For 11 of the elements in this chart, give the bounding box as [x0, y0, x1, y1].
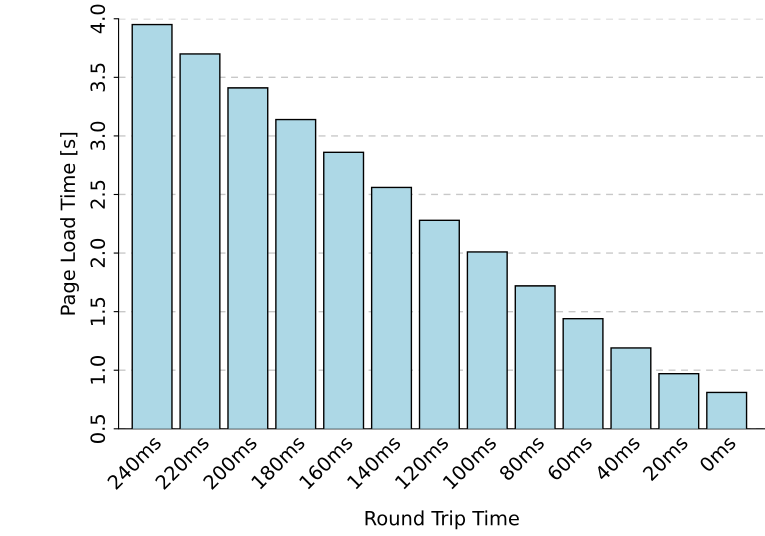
y-tick-label: 1.0 — [90, 356, 106, 384]
y-tick-label: 3.0 — [90, 122, 106, 150]
y-tick-label: 3.5 — [90, 64, 106, 92]
y-tick-label: 2.5 — [90, 180, 106, 209]
y-tick-label: 0.5 — [90, 415, 106, 443]
y-tick-label: 2.0 — [90, 238, 106, 268]
y-tick-label: 4.0 — [90, 4, 106, 34]
x-tick-label: 0ms — [698, 434, 737, 473]
x-axis-title: Round Trip Time — [366, 510, 519, 530]
y-axis-title: Page Load Time [s] — [60, 132, 79, 314]
y-tick-label: 1.5 — [90, 298, 106, 325]
